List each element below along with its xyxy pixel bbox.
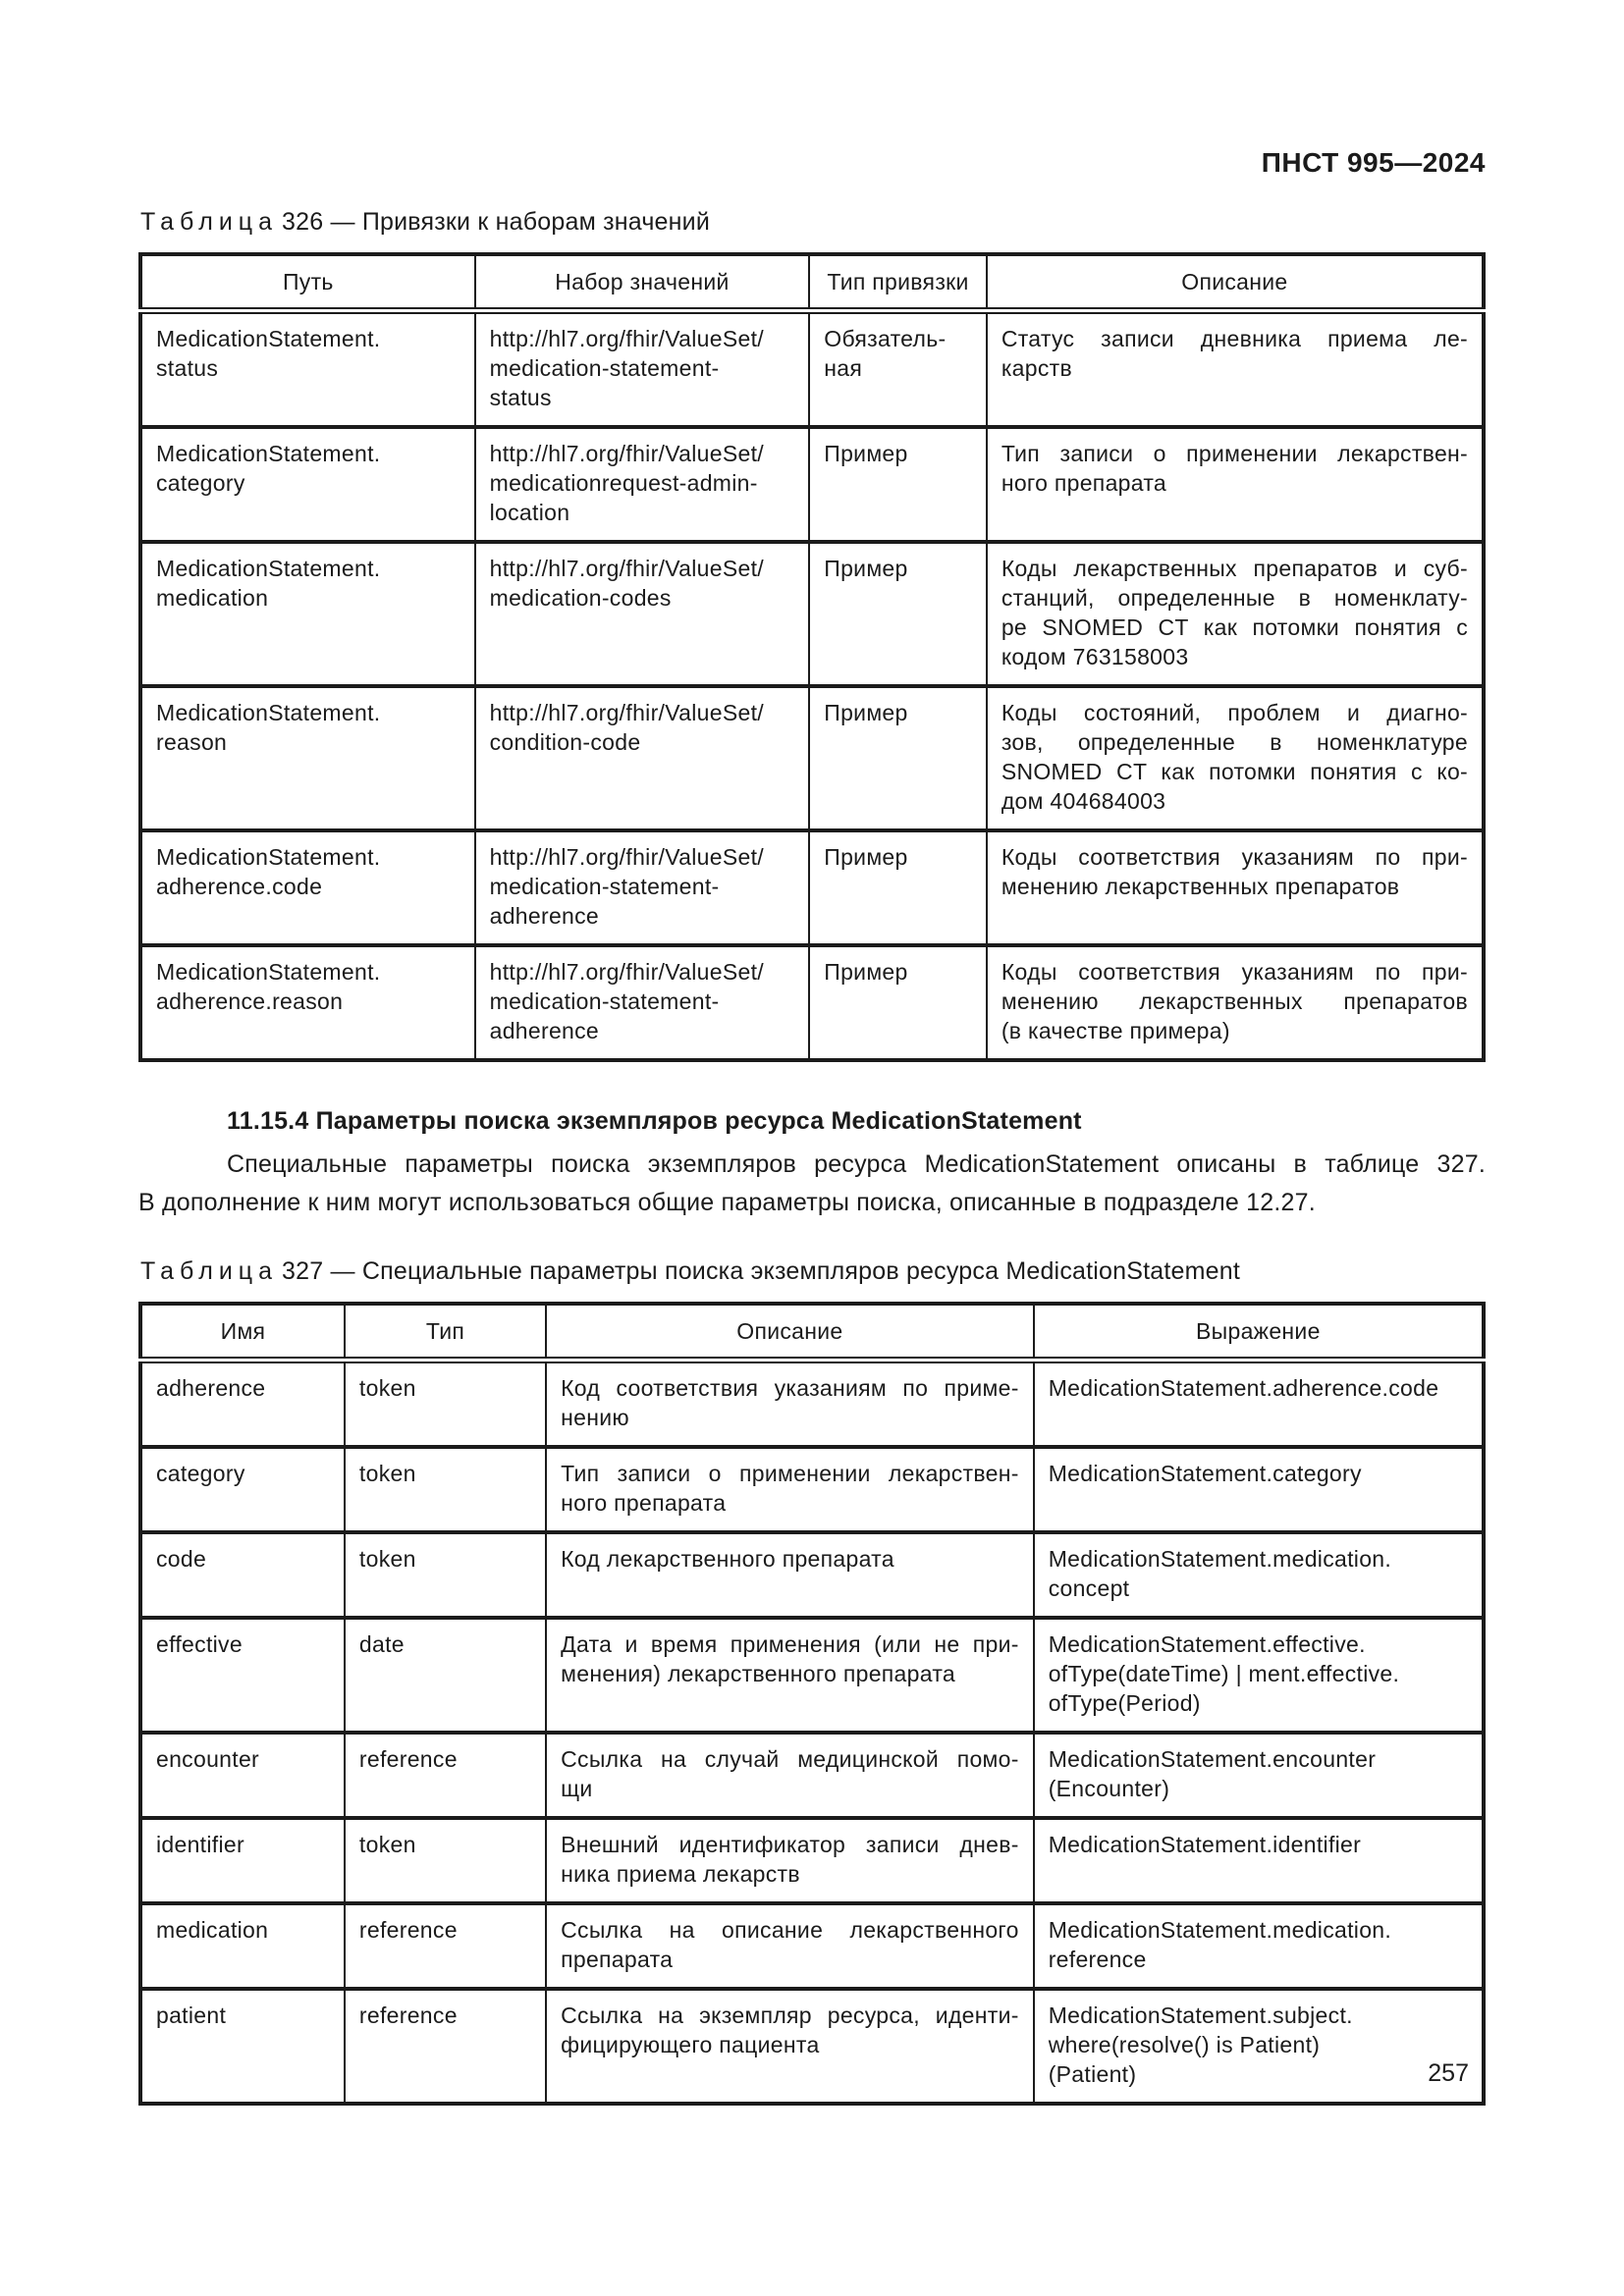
cell-binding-type: Пример bbox=[808, 684, 988, 831]
table-row: MedicationStatement. category http://hl7… bbox=[139, 425, 1486, 543]
cell-param-name: medication bbox=[139, 1901, 346, 1990]
cell-param-name: effective bbox=[139, 1616, 346, 1734]
section-heading: 11.15.4 Параметры поиска экземпляров рес… bbox=[227, 1107, 1082, 1135]
cell-expression: MedicationStatement.effective. ofType(da… bbox=[1032, 1616, 1486, 1734]
cell-expression: MedicationStatement.subject. where(resol… bbox=[1032, 1987, 1486, 2105]
cell-binding-type: Пример bbox=[808, 425, 988, 543]
cell-expression: MedicationStatement.category bbox=[1032, 1445, 1486, 1533]
table-row: MedicationStatement. status http://hl7.o… bbox=[139, 308, 1486, 428]
column-header-name: Имя bbox=[139, 1303, 346, 1363]
table-header-row: Путь Набор значений Тип привязки Описани… bbox=[139, 253, 1486, 314]
caption-number: 327 bbox=[282, 1257, 324, 1285]
column-header-description: Описание bbox=[985, 253, 1486, 314]
cell-binding-type: Обязатель- ная bbox=[808, 308, 988, 428]
cell-valueset-url: http://hl7.org/fhir/ValueSet/ condition-… bbox=[473, 684, 811, 831]
cell-description: Дата и время применения (или не при-мене… bbox=[545, 1616, 1035, 1734]
table-row: encounter reference Ссылка на случай мед… bbox=[139, 1731, 1486, 1819]
cell-param-name: category bbox=[139, 1445, 346, 1533]
cell-param-type: token bbox=[343, 1358, 548, 1448]
cell-path: MedicationStatement. adherence.reason bbox=[139, 943, 476, 1061]
table-header-row: Имя Тип Описание Выражение bbox=[139, 1303, 1486, 1363]
cell-expression: MedicationStatement.encounter (Encounter… bbox=[1032, 1731, 1486, 1819]
column-header-path: Путь bbox=[139, 253, 476, 314]
column-header-description: Описание bbox=[545, 1303, 1035, 1363]
cell-description: Коды состояний, проблем и диагно-зов, оп… bbox=[985, 684, 1486, 831]
column-header-expression: Выражение bbox=[1032, 1303, 1486, 1363]
cell-expression: MedicationStatement.identifier bbox=[1032, 1816, 1486, 1904]
table-row: patient reference Ссылка на экземпляр ре… bbox=[139, 1987, 1486, 2105]
table-row: MedicationStatement. adherence.code http… bbox=[139, 828, 1486, 946]
table-row: MedicationStatement. reason http://hl7.o… bbox=[139, 684, 1486, 831]
cell-binding-type: Пример bbox=[808, 943, 988, 1061]
cell-param-name: patient bbox=[139, 1987, 346, 2105]
caption-text: Специальные параметры поиска экземпляров… bbox=[361, 1257, 1240, 1285]
table-row: medication reference Ссылка на описание … bbox=[139, 1901, 1486, 1990]
table-326-caption: Таблица 326 — Привязки к наборам значений bbox=[140, 208, 1486, 237]
page-header-code: ПНСТ 995—2024 bbox=[1261, 147, 1486, 178]
body-paragraph: Специальные параметры поиска экземпляров… bbox=[138, 1150, 1486, 1216]
table-row: MedicationStatement. medication http://h… bbox=[139, 540, 1486, 687]
cell-description: Ссылка на случай медицинской помо-щи bbox=[545, 1731, 1035, 1819]
cell-binding-type: Пример bbox=[808, 828, 988, 946]
cell-param-type: reference bbox=[343, 1901, 548, 1990]
page-number: 257 bbox=[1428, 2059, 1469, 2087]
page-content: Таблица 326 — Привязки к наборам значений… bbox=[138, 208, 1486, 2106]
cell-description: Внешний идентификатор записи днев-ника п… bbox=[545, 1816, 1035, 1904]
cell-description: Ссылка на описание лекарственного препара… bbox=[545, 1901, 1035, 1990]
cell-path: MedicationStatement. reason bbox=[139, 684, 476, 831]
cell-param-type: token bbox=[343, 1445, 548, 1533]
caption-text: Привязки к наборам значений bbox=[361, 208, 710, 236]
caption-word: Таблица bbox=[140, 208, 279, 236]
cell-expression: MedicationStatement.adherence.code bbox=[1032, 1358, 1486, 1448]
cell-valueset-url: http://hl7.org/fhir/ValueSet/ medication… bbox=[473, 425, 811, 543]
cell-param-name: encounter bbox=[139, 1731, 346, 1819]
search-params-table: Имя Тип Описание Выражение adherence tok… bbox=[138, 1302, 1486, 2106]
table-row: code token Код лекарственного препарата … bbox=[139, 1530, 1486, 1619]
cell-description: Код лекарственного препарата bbox=[545, 1530, 1035, 1619]
column-header-binding-type: Тип привязки bbox=[808, 253, 988, 314]
cell-param-type: reference bbox=[343, 1731, 548, 1819]
cell-path: MedicationStatement. category bbox=[139, 425, 476, 543]
cell-description: Статус записи дневника приема ле-карств bbox=[985, 308, 1486, 428]
column-header-type: Тип bbox=[343, 1303, 548, 1363]
cell-param-type: token bbox=[343, 1530, 548, 1619]
cell-binding-type: Пример bbox=[808, 540, 988, 687]
cell-param-type: reference bbox=[343, 1987, 548, 2105]
cell-description: Коды соответствия указаниям по при-менен… bbox=[985, 828, 1486, 946]
cell-valueset-url: http://hl7.org/fhir/ValueSet/ medication… bbox=[473, 828, 811, 946]
cell-description: Тип записи о применении лекарствен-ного … bbox=[985, 425, 1486, 543]
cell-param-name: adherence bbox=[139, 1358, 346, 1448]
table-row: effective date Дата и время применения (… bbox=[139, 1616, 1486, 1734]
cell-path: MedicationStatement. medication bbox=[139, 540, 476, 687]
cell-valueset-url: http://hl7.org/fhir/ValueSet/ medication… bbox=[473, 943, 811, 1061]
cell-description: Тип записи о применении лекарствен-ного … bbox=[545, 1445, 1035, 1533]
caption-number: 326 bbox=[282, 208, 324, 236]
table-327-caption: Таблица 327 — Специальные параметры поиск… bbox=[140, 1257, 1486, 1286]
cell-description: Коды соответствия указаниям по при-менен… bbox=[985, 943, 1486, 1061]
cell-param-type: token bbox=[343, 1816, 548, 1904]
bindings-table: Путь Набор значений Тип привязки Описани… bbox=[138, 252, 1486, 1062]
cell-description: Ссылка на экземпляр ресурса, иденти-фици… bbox=[545, 1987, 1035, 2105]
cell-param-name: identifier bbox=[139, 1816, 346, 1904]
caption-word: Таблица bbox=[140, 1257, 279, 1285]
caption-dash: — bbox=[330, 1257, 355, 1285]
caption-dash: — bbox=[330, 208, 355, 236]
cell-path: MedicationStatement. status bbox=[139, 308, 476, 428]
table-row: identifier token Внешний идентификатор з… bbox=[139, 1816, 1486, 1904]
cell-description: Код соответствия указаниям по приме-нени… bbox=[545, 1358, 1035, 1448]
table-row: adherence token Код соответствия указани… bbox=[139, 1358, 1486, 1448]
cell-path: MedicationStatement. adherence.code bbox=[139, 828, 476, 946]
table-row: MedicationStatement. adherence.reason ht… bbox=[139, 943, 1486, 1061]
cell-expression: MedicationStatement.medication. referenc… bbox=[1032, 1901, 1486, 1990]
table-row: category token Тип записи о применении л… bbox=[139, 1445, 1486, 1533]
cell-param-type: date bbox=[343, 1616, 548, 1734]
cell-valueset-url: http://hl7.org/fhir/ValueSet/ medication… bbox=[473, 308, 811, 428]
cell-valueset-url: http://hl7.org/fhir/ValueSet/ medication… bbox=[473, 540, 811, 687]
column-header-valueset: Набор значений bbox=[473, 253, 811, 314]
cell-description: Коды лекарственных препаратов и суб-стан… bbox=[985, 540, 1486, 687]
cell-param-name: code bbox=[139, 1530, 346, 1619]
cell-expression: MedicationStatement.medication. concept bbox=[1032, 1530, 1486, 1619]
